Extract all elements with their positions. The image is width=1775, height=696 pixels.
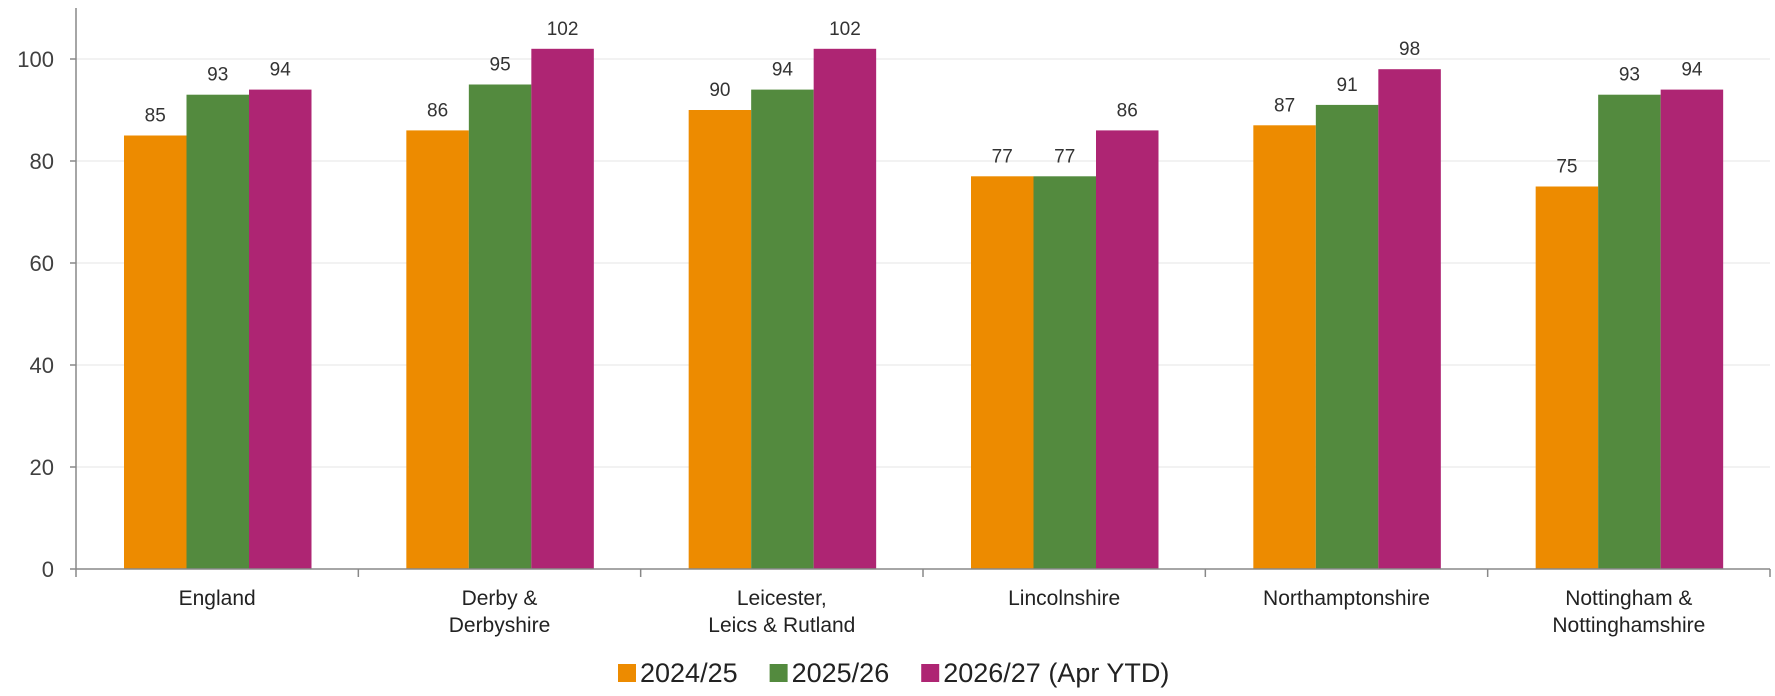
x-tick-label: Derby & [462, 587, 538, 610]
data-label: 90 [709, 80, 730, 101]
x-tick-label: Nottingham & [1565, 587, 1692, 610]
data-label: 94 [1681, 60, 1703, 81]
bar [186, 94, 249, 569]
bar [1096, 130, 1159, 569]
data-label: 102 [547, 19, 579, 40]
legend-swatch [921, 664, 940, 682]
data-label: 102 [829, 19, 861, 40]
x-tick-label: England [179, 587, 256, 610]
bar [1033, 176, 1096, 570]
data-label: 94 [772, 60, 794, 81]
bar [813, 48, 877, 570]
x-tick-label: Nottinghamshire [1552, 614, 1705, 637]
legend-label: 2025/26 [792, 658, 890, 688]
x-tick-label: Leicester, [737, 587, 827, 610]
data-label: 77 [1054, 146, 1075, 167]
data-label: 86 [1117, 100, 1138, 121]
x-tick-label: Lincolnshire [1008, 587, 1120, 610]
bar [1315, 104, 1379, 570]
legend-label: 2026/27 (Apr YTD) [943, 658, 1169, 688]
data-label: 91 [1337, 75, 1358, 96]
x-tick-label: Leics & Rutland [708, 614, 855, 637]
y-tick-label: 20 [30, 455, 54, 480]
data-label: 87 [1274, 95, 1295, 116]
data-label: 93 [1619, 65, 1640, 86]
bar [468, 84, 532, 569]
data-label: 95 [490, 55, 511, 76]
data-label: 93 [207, 65, 228, 86]
bar [406, 130, 469, 569]
axes: 0 20 40 60 80 100 England Derby & Derbyshire Leic… [17, 8, 1771, 637]
bar [1660, 89, 1724, 569]
legend-swatch [769, 664, 788, 682]
bar [1253, 125, 1316, 570]
y-tick-label: 60 [30, 251, 54, 276]
bar [1378, 69, 1441, 569]
data-label: 98 [1399, 39, 1420, 60]
bar [688, 110, 752, 569]
data-label: 75 [1556, 157, 1577, 178]
data-label: 85 [145, 106, 166, 127]
legend: 2024/25 2025/26 2026/27 (Apr YTD) [618, 658, 1169, 688]
gridlines [76, 58, 1770, 468]
bar [124, 135, 187, 569]
data-labels: 85 86 90 77 87 75 93 95 94 77 91 93 94 102 102 86 98 94 [145, 19, 1703, 178]
legend-label: 2024/25 [640, 658, 738, 688]
bars [124, 48, 1724, 570]
bar [1598, 94, 1661, 569]
x-tick-label: Derbyshire [449, 614, 551, 637]
bar [751, 89, 814, 569]
bar [971, 176, 1034, 570]
data-label: 94 [270, 60, 292, 81]
data-label: 86 [427, 100, 448, 121]
bar [531, 48, 594, 570]
data-label: 77 [992, 146, 1013, 167]
y-tick-label: 100 [17, 47, 54, 72]
x-tick-label: Northamptonshire [1263, 587, 1430, 610]
y-tick-label: 80 [30, 149, 54, 174]
legend-swatch [618, 664, 636, 682]
bar [249, 89, 312, 569]
y-tick-label: 40 [30, 353, 54, 378]
bar [1535, 186, 1599, 569]
y-tick-label: 0 [42, 557, 54, 582]
